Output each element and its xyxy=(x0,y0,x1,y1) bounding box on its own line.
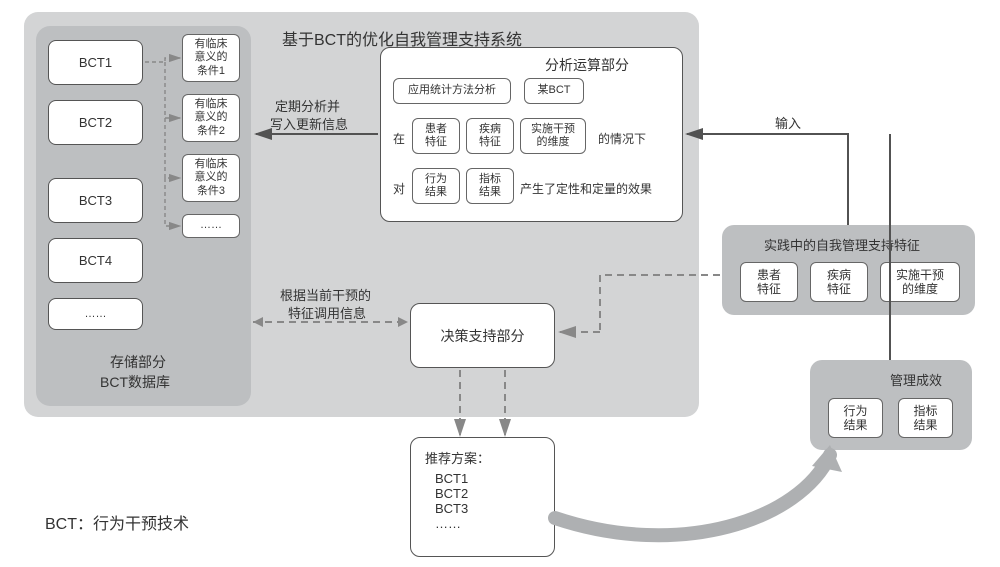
decision-box: 决策支持部分 xyxy=(410,303,555,368)
storage-title-2: BCT数据库 xyxy=(100,372,170,392)
condition-item: 有临床 意义的 条件1 xyxy=(182,34,240,82)
analysis-target: 某BCT xyxy=(524,78,584,104)
features-box: 患者 特征 xyxy=(740,262,798,302)
analysis-row1-box: 患者 特征 xyxy=(412,118,460,154)
bct-item: BCT1 xyxy=(48,40,143,85)
recommend-item: BCT3 xyxy=(435,501,540,516)
recommend-item: …… xyxy=(435,516,540,531)
recommend-item: BCT1 xyxy=(435,471,540,486)
analysis-row2-suffix: 产生了定性和定量的效果 xyxy=(520,180,652,197)
recommend-title: 推荐方案： xyxy=(425,448,540,467)
analysis-row2-box: 行为 结果 xyxy=(412,168,460,204)
bct-ellipsis: …… xyxy=(48,298,143,330)
bct-item: BCT3 xyxy=(48,178,143,223)
recommend-item: BCT2 xyxy=(435,486,540,501)
features-box: 疾病 特征 xyxy=(810,262,868,302)
condition-item: 有临床 意义的 条件2 xyxy=(182,94,240,142)
condition-ellipsis: …… xyxy=(182,214,240,238)
analysis-row2-box: 指标 结果 xyxy=(466,168,514,204)
condition-item: 有临床 意义的 条件3 xyxy=(182,154,240,202)
outcome-box: 行为 结果 xyxy=(828,398,883,438)
analysis-row1-suffix: 的情况下 xyxy=(598,130,646,147)
footnote: BCT：行为干预技术 xyxy=(45,510,189,534)
analysis-row2-prefix: 对 xyxy=(393,180,405,197)
features-title: 实践中的自我管理支持特征 xyxy=(764,235,920,254)
outcome-title: 管理成效 xyxy=(890,370,942,389)
analysis-row1-box: 实施干预 的维度 xyxy=(520,118,586,154)
outcome-box: 指标 结果 xyxy=(898,398,953,438)
storage-title-1: 存储部分 xyxy=(110,352,166,372)
analysis-method: 应用统计方法分析 xyxy=(393,78,511,104)
update-label-1: 定期分析并 xyxy=(275,96,340,115)
invoke-label-2: 特征调用信息 xyxy=(288,303,366,322)
analysis-row1-prefix: 在 xyxy=(393,130,405,147)
input-label: 输入 xyxy=(775,113,801,132)
bct-item: BCT4 xyxy=(48,238,143,283)
analysis-row1-box: 疾病 特征 xyxy=(466,118,514,154)
invoke-label-1: 根据当前干预的 xyxy=(280,285,371,304)
recommend-box: 推荐方案： BCT1 BCT2 BCT3 …… xyxy=(410,437,555,557)
features-box: 实施干预 的维度 xyxy=(880,262,960,302)
update-label-2: 写入更新信息 xyxy=(270,114,348,133)
analysis-title: 分析运算部分 xyxy=(545,55,629,75)
bct-item: BCT2 xyxy=(48,100,143,145)
